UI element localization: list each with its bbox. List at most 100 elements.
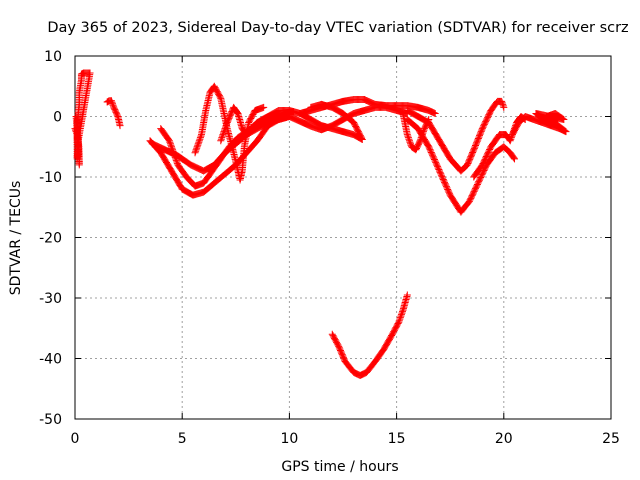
chart-title: Day 365 of 2023, Sidereal Day-to-day VTE… — [47, 20, 628, 36]
data-point — [406, 138, 414, 146]
data-point — [109, 101, 117, 109]
data-point — [192, 146, 200, 154]
data-point — [440, 177, 448, 185]
data-point — [108, 98, 116, 106]
data-point — [260, 103, 268, 111]
data-point — [107, 97, 115, 105]
data-point — [219, 131, 227, 139]
data-point — [396, 315, 404, 323]
x-tick-label: 5 — [178, 431, 187, 447]
data-point — [169, 147, 177, 155]
y-tick-label: 0 — [53, 110, 62, 126]
series-dip-18-outer — [403, 116, 519, 216]
data-point — [170, 150, 178, 158]
data-point — [437, 170, 445, 178]
data-point — [499, 100, 507, 108]
data-point — [172, 156, 180, 164]
y-axis-label: SDTVAR / TECUs — [8, 181, 24, 296]
data-point — [499, 102, 507, 110]
data-point — [195, 137, 203, 145]
data-point — [507, 134, 515, 142]
data-point — [171, 152, 179, 160]
data-point — [395, 317, 403, 325]
series-hump-1.6 — [103, 97, 124, 130]
data-point — [498, 97, 506, 105]
data-point — [432, 158, 440, 166]
data-point — [109, 100, 117, 108]
data-point — [510, 154, 518, 162]
data-point — [166, 140, 174, 148]
data-point — [168, 144, 176, 152]
data-point — [437, 171, 445, 179]
series-tail — [508, 109, 570, 139]
series-early-spike — [71, 69, 94, 169]
data-point — [192, 147, 200, 155]
data-point — [439, 174, 447, 182]
data-point — [167, 143, 175, 151]
data-series — [71, 69, 570, 379]
data-point — [397, 312, 405, 320]
data-point — [508, 132, 516, 140]
data-point — [216, 93, 224, 101]
data-point — [173, 158, 181, 166]
data-point — [395, 318, 403, 326]
data-point — [220, 128, 228, 136]
data-point — [430, 154, 438, 162]
data-point — [223, 120, 231, 128]
x-tick-label: 20 — [495, 431, 513, 447]
data-point — [172, 155, 180, 163]
data-point — [432, 160, 440, 168]
series-dip-18-inner — [403, 97, 508, 175]
data-point — [444, 185, 452, 193]
x-tick-label: 15 — [388, 431, 406, 447]
data-point — [218, 132, 226, 140]
data-point — [445, 188, 453, 196]
data-point — [195, 138, 203, 146]
data-point — [222, 123, 230, 131]
data-point — [434, 164, 442, 172]
data-point — [170, 149, 178, 157]
data-point — [219, 129, 227, 137]
data-point — [433, 161, 441, 169]
data-point — [403, 131, 411, 139]
data-point — [439, 175, 447, 183]
data-point — [511, 155, 519, 163]
data-point — [405, 135, 413, 143]
data-point — [425, 143, 433, 151]
data-point — [405, 137, 413, 145]
data-point — [507, 135, 515, 143]
data-point — [553, 116, 561, 124]
data-point — [441, 178, 449, 186]
y-tick-label: 10 — [44, 49, 62, 65]
data-point — [194, 140, 202, 148]
data-point — [438, 173, 446, 181]
data-point — [425, 144, 433, 152]
data-point — [169, 146, 177, 154]
data-point — [167, 141, 175, 149]
data-point — [116, 122, 124, 130]
data-point — [441, 180, 449, 188]
data-point — [394, 320, 402, 328]
y-tick-label: -20 — [39, 231, 62, 247]
data-point — [222, 122, 230, 130]
data-point — [444, 187, 452, 195]
x-axis-label: GPS time / hours — [281, 459, 398, 475]
x-tick-label: 25 — [602, 431, 620, 447]
data-point — [196, 134, 204, 142]
data-point — [196, 135, 204, 143]
data-point — [443, 184, 451, 192]
data-point — [431, 109, 439, 117]
y-tick-label: -10 — [39, 170, 62, 186]
data-point — [506, 137, 514, 145]
data-point — [217, 135, 225, 143]
data-point — [307, 103, 315, 111]
data-point — [191, 149, 199, 157]
series-dip-19-loop — [470, 113, 529, 181]
x-tick-label: 0 — [71, 431, 80, 447]
data-point — [434, 163, 442, 171]
data-point — [442, 181, 450, 189]
data-point — [217, 137, 225, 145]
series-isolated-arc — [328, 291, 411, 379]
y-tick-label: -30 — [39, 291, 62, 307]
